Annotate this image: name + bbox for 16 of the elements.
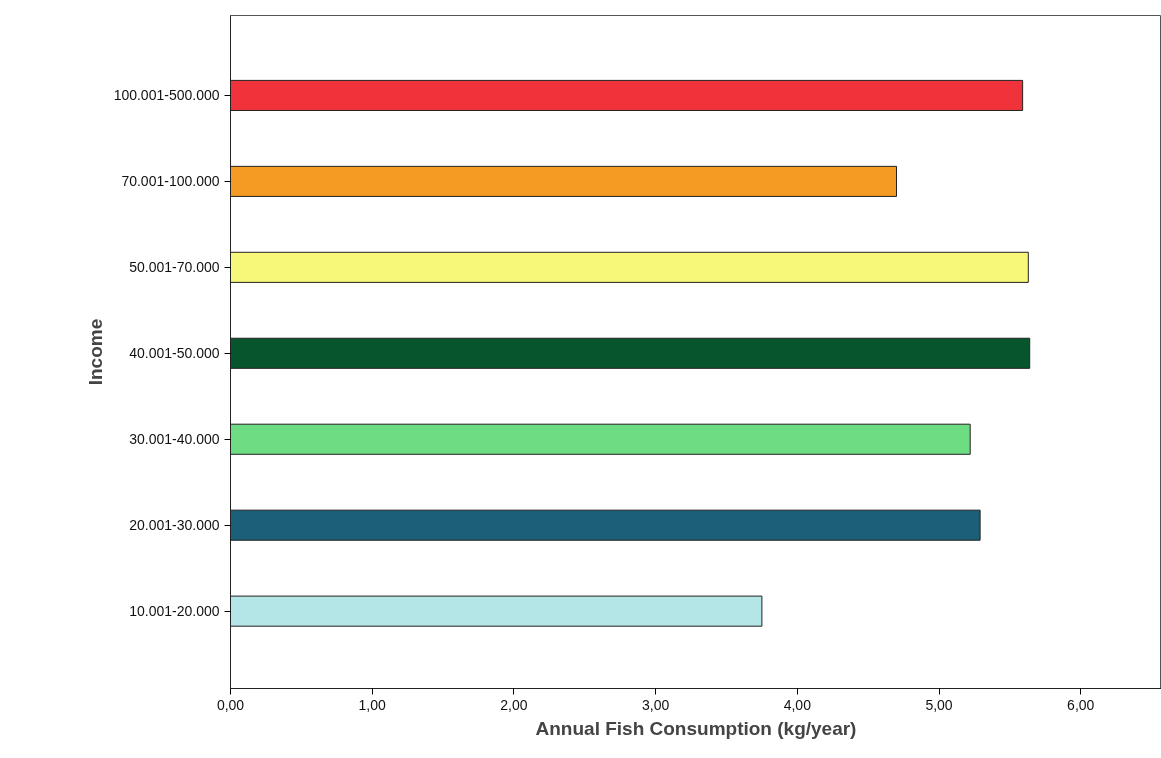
x-axis-title: Annual Fish Consumption (kg/year) xyxy=(535,717,857,739)
y-tick-label: 40.001-50.000 xyxy=(129,345,220,362)
y-tick-label: 70.001-100.000 xyxy=(121,173,220,190)
x-tick-label: 6,00 xyxy=(1067,696,1095,713)
y-tick-label: 30.001-40.000 xyxy=(129,431,220,448)
y-tick-label: 20.001-30.000 xyxy=(129,517,220,534)
x-tick-label: 2,00 xyxy=(500,696,528,713)
x-tick-label: 0,00 xyxy=(216,696,245,713)
y-axis-title: Income xyxy=(84,318,106,386)
x-tick-label: 3,00 xyxy=(641,696,670,713)
x-tick-label: 5,00 xyxy=(925,696,953,713)
y-tick-label: 10.001-20.000 xyxy=(129,603,220,620)
y-tick-label: 50.001-70.000 xyxy=(129,259,220,276)
x-tick-label: 4,00 xyxy=(783,696,812,713)
x-tick-label: 1,00 xyxy=(358,696,387,713)
y-tick-label: 100.001-500.000 xyxy=(113,87,220,104)
